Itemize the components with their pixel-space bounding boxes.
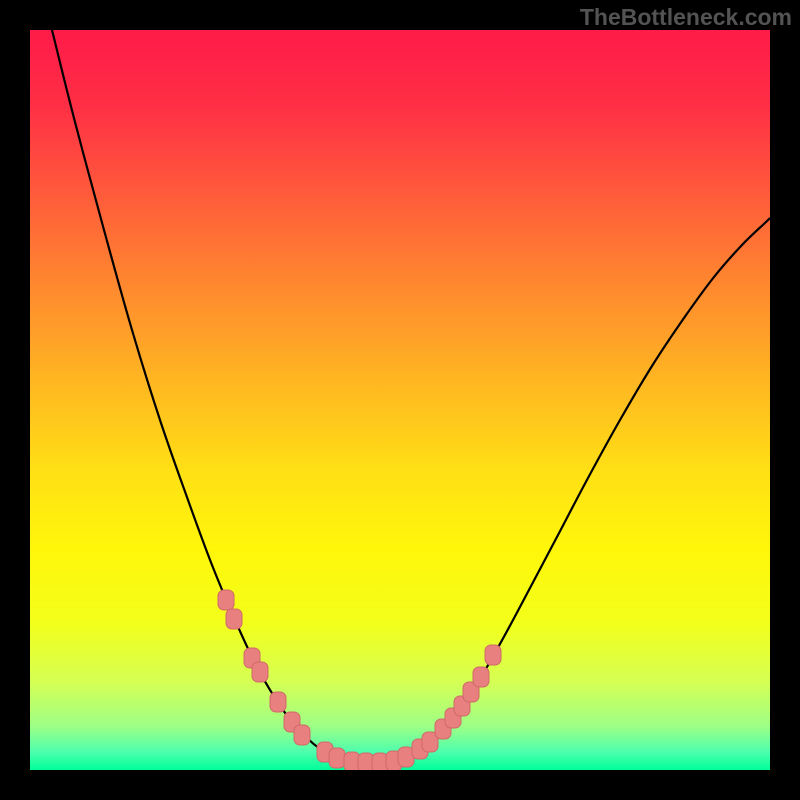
data-marker: [473, 667, 489, 687]
data-marker: [485, 645, 501, 665]
data-marker: [218, 590, 234, 610]
curve-left: [52, 30, 352, 762]
data-markers-group: [218, 590, 501, 770]
chart-curves-layer: [30, 30, 770, 770]
plot-frame: [30, 30, 770, 770]
curve-right: [390, 218, 770, 762]
plot-area: [30, 30, 770, 770]
data-marker: [294, 725, 310, 745]
watermark-text: TheBottleneck.com: [580, 4, 792, 31]
data-marker: [329, 748, 345, 768]
data-marker: [270, 692, 286, 712]
data-marker: [226, 609, 242, 629]
data-marker: [252, 662, 268, 682]
